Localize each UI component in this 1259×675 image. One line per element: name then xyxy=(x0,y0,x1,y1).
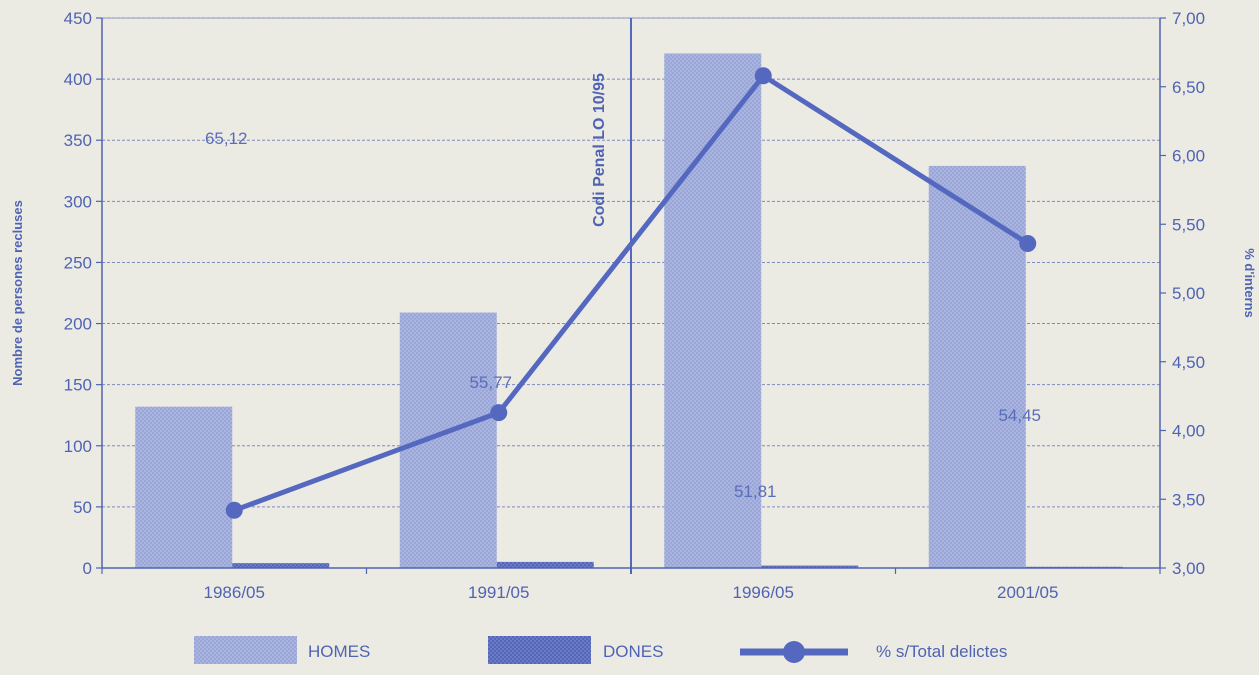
y2-tick-label: 3,50 xyxy=(1172,490,1205,509)
y-tick-label: 250 xyxy=(64,253,92,272)
y-tick-label: 50 xyxy=(73,498,92,517)
y2-tick-label: 4,50 xyxy=(1172,353,1205,372)
line-path xyxy=(233,73,1030,513)
y-tick-label: 100 xyxy=(64,437,92,456)
y2-tick-label: 4,00 xyxy=(1172,422,1205,441)
reference-line-label: Codi Penal LO 10/95 xyxy=(591,73,608,227)
percent-line-series xyxy=(225,67,1037,519)
line-point xyxy=(754,67,772,85)
y2-tick-label: 7,00 xyxy=(1172,9,1205,28)
y2-tick-label: 5,50 xyxy=(1172,215,1205,234)
y-tick-label: 200 xyxy=(64,315,92,334)
annotation-label: 54,45 xyxy=(998,406,1041,425)
bars xyxy=(135,53,1123,568)
x-tick-label: 2001/05 xyxy=(997,583,1058,602)
bar-dones xyxy=(761,565,859,568)
reference-line: Codi Penal LO 10/95 xyxy=(591,18,632,574)
bar-homes xyxy=(135,406,233,568)
annotation-label: 55,77 xyxy=(469,373,512,392)
annotations: 65,12 55,77 51,81 54,45 xyxy=(205,129,1041,501)
legend-swatch-dones xyxy=(488,636,591,664)
y2-tick-label: 6,00 xyxy=(1172,147,1205,166)
legend-label-homes: HOMES xyxy=(308,642,370,661)
line-point xyxy=(225,501,243,519)
bar-dones xyxy=(232,563,330,568)
x-tick-label: 1996/05 xyxy=(733,583,794,602)
annotation-label: 51,81 xyxy=(734,482,777,501)
annotation-label: 65,12 xyxy=(205,129,248,148)
legend-marker-pct xyxy=(783,641,805,663)
y-tick-label: 0 xyxy=(83,559,92,578)
y-tick-label: 350 xyxy=(64,131,92,150)
bar-dones xyxy=(496,561,594,568)
y2-tick-label: 5,00 xyxy=(1172,284,1205,303)
y-tick-label: 400 xyxy=(64,70,92,89)
axes: 0 50 100 150 200 250 300 350 400 450 3,00 3,50 4,00 4… xyxy=(10,9,1257,602)
legend-swatch-homes xyxy=(194,636,297,664)
y2-axis-title: % d'interns xyxy=(1242,248,1257,318)
legend-label-pct: % s/Total delictes xyxy=(876,642,1007,661)
y-axis-title: Nombre de persones recluses xyxy=(10,200,25,386)
legend: HOMES DONES % s/Total delictes xyxy=(194,636,1007,664)
y-tick-label: 300 xyxy=(64,192,92,211)
x-tick-label: 1986/05 xyxy=(204,583,265,602)
y2-tick-label: 3,00 xyxy=(1172,559,1205,578)
line-point xyxy=(1019,235,1037,252)
bar-homes xyxy=(928,165,1026,568)
bar-homes xyxy=(399,312,497,568)
x-tick-label: 1991/05 xyxy=(468,583,529,602)
y2-tick-label: 6,50 xyxy=(1172,78,1205,97)
y-tick-label: 150 xyxy=(64,376,92,395)
line-point xyxy=(490,404,508,422)
y-tick-label: 450 xyxy=(64,9,92,28)
legend-label-dones: DONES xyxy=(603,642,663,661)
